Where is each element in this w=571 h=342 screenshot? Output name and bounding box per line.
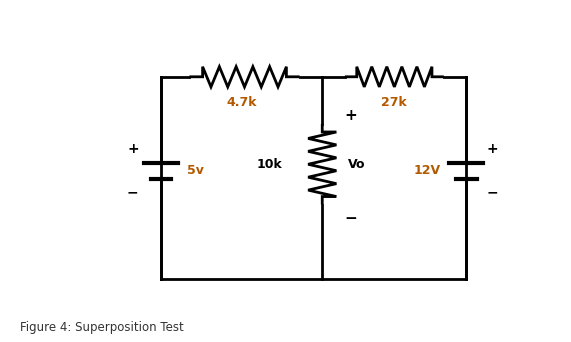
Text: +: +	[486, 142, 498, 156]
Text: +: +	[127, 142, 139, 156]
Text: Figure 4: Superposition Test: Figure 4: Superposition Test	[20, 321, 183, 334]
Text: Vo: Vo	[348, 158, 365, 171]
Text: +: +	[345, 108, 357, 123]
Text: 12V: 12V	[414, 165, 441, 177]
Text: −: −	[127, 186, 139, 200]
Text: −: −	[345, 211, 357, 226]
Text: 27k: 27k	[381, 95, 407, 108]
Text: 10k: 10k	[257, 158, 283, 171]
Text: 5v: 5v	[187, 165, 203, 177]
Text: −: −	[486, 186, 498, 200]
Text: 4.7k: 4.7k	[227, 95, 257, 108]
